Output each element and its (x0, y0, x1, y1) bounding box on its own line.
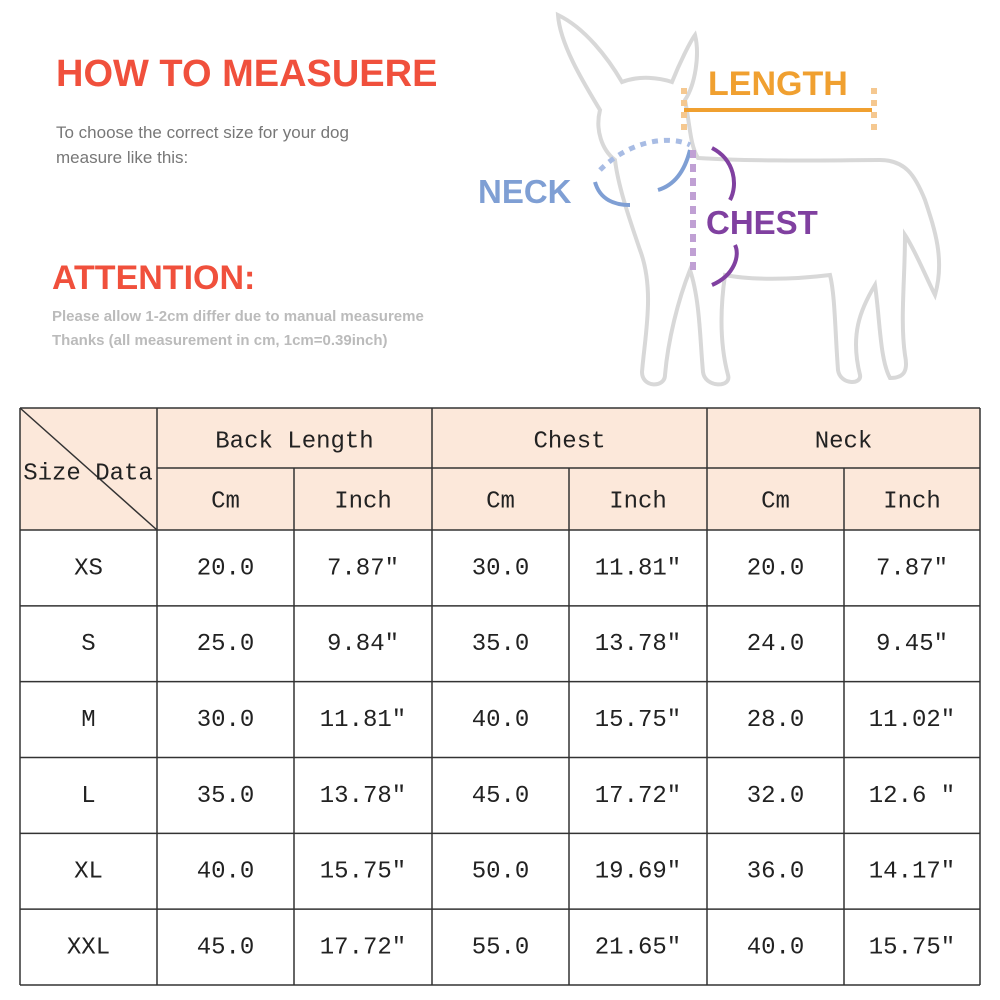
cell-value: 7.87″ (327, 555, 399, 582)
cell-value: 40.0 (197, 859, 255, 886)
size-label: S (81, 631, 95, 658)
cell-value: 28.0 (747, 707, 805, 734)
title: HOW TO MEASUERE (56, 53, 437, 95)
unit-header: Inch (883, 488, 941, 515)
length-label: LENGTH (708, 65, 848, 103)
chest-label: CHEST (706, 204, 818, 241)
cell-value: 11.81″ (320, 707, 406, 734)
size-label: XS (74, 555, 103, 582)
cell-value: 20.0 (197, 555, 255, 582)
size-table: Size Data Back Length Chest Neck Cm Inch Cm Inc… (19, 407, 981, 986)
cell-value: 40.0 (747, 934, 805, 961)
cell-value: 17.72″ (320, 934, 406, 961)
cell-value: 45.0 (472, 783, 530, 810)
cell-value: 17.72″ (595, 783, 681, 810)
header-bg (20, 408, 980, 530)
cell-value: 15.75″ (320, 859, 406, 886)
cell-value: 35.0 (197, 783, 255, 810)
cell-value: 11.02″ (869, 707, 955, 734)
cell-value: 13.78″ (595, 631, 681, 658)
cell-value: 15.75″ (869, 934, 955, 961)
cell-value: 9.45″ (876, 631, 948, 658)
intro-line: measure like this: (56, 148, 188, 167)
cell-value: 32.0 (747, 783, 805, 810)
attention-title: ATTENTION: (52, 259, 255, 297)
unit-header: Cm (761, 488, 790, 515)
size-label: L (81, 783, 95, 810)
size-label: XXL (67, 934, 110, 961)
cell-value: 40.0 (472, 707, 530, 734)
cell-value: 14.17″ (869, 859, 955, 886)
cell-value: 19.69″ (595, 859, 681, 886)
cell-value: 45.0 (197, 934, 255, 961)
attention-line: Thanks (all measurement in cm, 1cm=0.39i… (52, 332, 388, 349)
cell-value: 35.0 (472, 631, 530, 658)
unit-header: Inch (609, 488, 667, 515)
cell-value: 24.0 (747, 631, 805, 658)
cell-value: 55.0 (472, 934, 530, 961)
cell-value: 15.75″ (595, 707, 681, 734)
cell-value: 12.6 ″ (869, 783, 955, 810)
cell-value: 30.0 (197, 707, 255, 734)
neck-label: NECK (478, 173, 572, 210)
cell-value: 21.65″ (595, 934, 681, 961)
cell-value: 25.0 (197, 631, 255, 658)
dog-outline (555, 11, 942, 387)
cell-value: 30.0 (472, 555, 530, 582)
corner-diagonal (19, 407, 158, 531)
unit-header: Inch (334, 488, 392, 515)
unit-header: Cm (486, 488, 515, 515)
neck-dash (598, 137, 692, 172)
cell-value: 50.0 (472, 859, 530, 886)
intro-line: To choose the correct size for your dog (56, 123, 349, 142)
cell-value: 20.0 (747, 555, 805, 582)
attention-line: Please allow 1-2cm differ due to manual … (52, 308, 424, 325)
size-label: XL (74, 859, 103, 886)
group-header: Back Length (215, 428, 373, 455)
cell-value: 13.78″ (320, 783, 406, 810)
cell-value: 7.87″ (876, 555, 948, 582)
size-label: M (81, 707, 95, 734)
unit-header: Cm (211, 488, 240, 515)
corner-label: Size Data (23, 460, 153, 487)
group-header: Chest (533, 428, 605, 455)
cell-value: 36.0 (747, 859, 805, 886)
group-header: Neck (815, 428, 873, 455)
chest-arrow (710, 146, 739, 287)
cell-value: 11.81″ (595, 555, 681, 582)
neck-arrow (593, 149, 692, 207)
cell-value: 9.84″ (327, 631, 399, 658)
